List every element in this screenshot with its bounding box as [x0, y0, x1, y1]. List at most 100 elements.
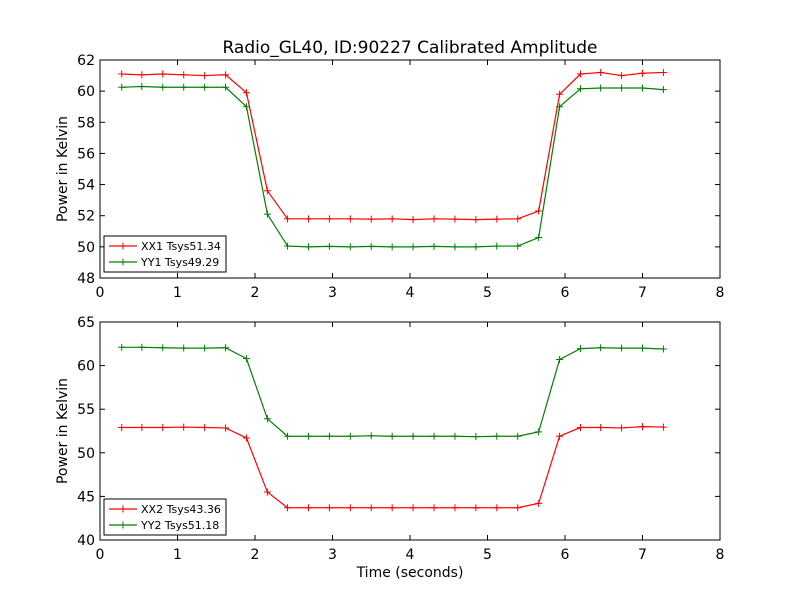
data-point — [180, 344, 188, 352]
data-point — [618, 344, 626, 352]
figure-title: Radio_GL40, ID:90227 Calibrated Amplitud… — [222, 38, 597, 58]
y-tick-label: 50 — [77, 240, 95, 256]
data-point — [180, 71, 188, 79]
legend-marker — [119, 505, 127, 513]
legend-box — [103, 235, 227, 273]
data-point — [556, 90, 564, 98]
data-point — [514, 432, 522, 440]
y-tick-label: 52 — [77, 209, 95, 225]
data-point — [556, 432, 564, 440]
x-tick-label: 5 — [483, 285, 492, 301]
data-point — [304, 504, 312, 512]
data-point — [325, 432, 333, 440]
y-tick-label: 55 — [77, 402, 95, 418]
data-point — [263, 187, 271, 195]
x-tick-label: 2 — [251, 547, 260, 563]
data-point — [639, 69, 646, 77]
x-tick-label: 4 — [406, 285, 415, 301]
data-point — [304, 243, 312, 251]
y-tick-label: 40 — [77, 533, 95, 549]
y-tick-label: 54 — [77, 178, 95, 194]
data-point — [451, 432, 459, 440]
data-point — [597, 84, 605, 92]
data-point — [430, 242, 438, 250]
x-tick-label: 3 — [328, 547, 337, 563]
x-axis-label: Time (seconds) — [356, 565, 464, 581]
data-point — [430, 504, 438, 512]
x-tick-label: 1 — [173, 285, 182, 301]
x-tick-label: 0 — [96, 547, 105, 563]
legend-marker — [119, 242, 127, 250]
data-point — [388, 432, 396, 440]
data-point — [242, 355, 250, 363]
data-point — [180, 423, 188, 431]
data-point — [493, 242, 501, 250]
y-tick-label: 56 — [77, 146, 95, 162]
data-point — [346, 215, 354, 223]
legend: XX2 Tsys43.36 YY2 Tsys51.18 — [103, 498, 227, 536]
x-tick-label: 3 — [328, 285, 337, 301]
data-point — [304, 215, 312, 223]
data-point — [388, 243, 396, 251]
data-point — [577, 70, 584, 78]
y-tick-label: 65 — [77, 315, 95, 331]
data-point — [409, 243, 417, 251]
data-point — [118, 83, 126, 91]
data-point — [159, 83, 167, 91]
data-point — [577, 345, 584, 353]
data-point — [242, 89, 250, 97]
data-point — [618, 72, 626, 80]
data-point — [138, 82, 146, 90]
data-point — [263, 488, 271, 496]
data-point — [577, 85, 584, 93]
data-point — [222, 83, 230, 91]
data-point — [493, 215, 501, 223]
data-point — [388, 504, 396, 512]
data-point — [535, 499, 543, 507]
data-point — [138, 424, 146, 432]
data-point — [159, 70, 167, 78]
y-tick-label: 58 — [77, 115, 95, 131]
data-point — [597, 68, 605, 76]
legend: XX1 Tsys51.34 YY1 Tsys49.29 — [103, 235, 227, 273]
data-point — [472, 216, 480, 224]
data-point — [346, 243, 354, 251]
data-point — [597, 424, 605, 432]
data-point — [639, 423, 646, 431]
data-point — [618, 84, 626, 92]
x-tick-label: 8 — [716, 547, 725, 563]
data-point — [284, 504, 292, 512]
legend-marker — [119, 521, 127, 529]
y-tick-label: 62 — [77, 53, 95, 69]
x-tick-label: 2 — [251, 285, 260, 301]
data-point — [263, 210, 271, 218]
data-point — [346, 432, 354, 440]
data-point — [659, 68, 667, 76]
data-point — [535, 234, 543, 242]
data-point — [535, 207, 543, 215]
data-point — [659, 345, 667, 353]
data-point — [388, 215, 396, 223]
data-point — [514, 504, 522, 512]
data-point — [325, 504, 333, 512]
data-point — [118, 70, 126, 78]
data-point — [514, 242, 522, 250]
data-point — [430, 215, 438, 223]
legend-box — [103, 498, 227, 536]
x-tick-label: 6 — [561, 285, 570, 301]
data-point — [242, 434, 250, 442]
x-tick-label: 4 — [406, 547, 415, 563]
data-point — [242, 103, 250, 111]
y-tick-label: 60 — [77, 359, 95, 375]
y-axis-label: Power in Kelvin — [55, 378, 71, 484]
data-point — [367, 215, 375, 223]
data-point — [409, 504, 417, 512]
data-point — [493, 504, 501, 512]
data-point — [493, 432, 501, 440]
data-point — [409, 216, 417, 224]
data-point — [472, 504, 480, 512]
legend-label: XX1 Tsys51.34 — [141, 240, 221, 253]
